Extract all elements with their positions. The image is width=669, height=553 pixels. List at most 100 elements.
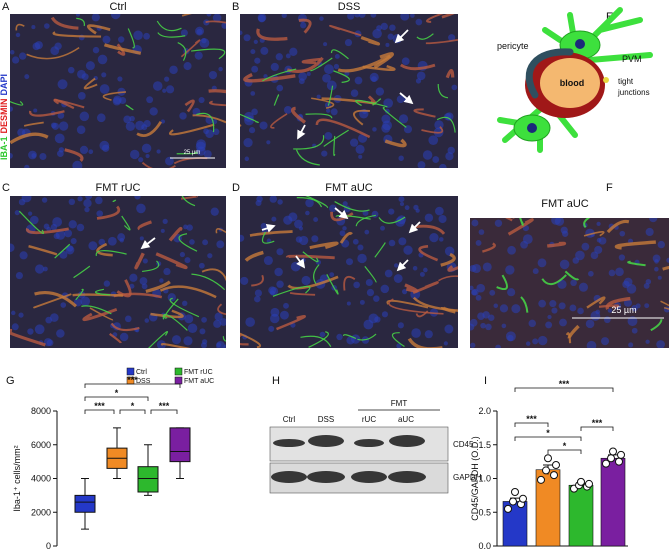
nucleus <box>482 262 492 272</box>
nucleus <box>470 318 478 327</box>
nucleus <box>485 323 492 331</box>
nucleus <box>537 258 547 268</box>
nucleus <box>410 14 415 18</box>
microglia <box>272 285 311 297</box>
vessel <box>29 110 65 117</box>
nucleus <box>30 215 39 225</box>
nucleus <box>435 206 444 216</box>
vessel <box>662 265 669 271</box>
nucleus <box>136 203 146 214</box>
nucleus <box>243 138 253 148</box>
panel-title: FMT rUC <box>95 182 140 194</box>
nucleus <box>21 196 32 203</box>
vessel <box>660 300 669 310</box>
nucleus <box>219 318 226 326</box>
arrows <box>140 29 421 272</box>
nucleus <box>79 111 90 122</box>
nucleus <box>322 73 331 83</box>
vessel <box>583 230 605 237</box>
nucleus <box>395 216 406 227</box>
nucleus <box>357 244 364 251</box>
nucleus <box>451 84 458 91</box>
nucleus <box>401 289 408 295</box>
nucleus <box>326 108 331 113</box>
data-point <box>544 454 552 463</box>
sig-bracket <box>547 449 582 454</box>
nucleus <box>470 342 476 348</box>
vessel <box>137 220 152 231</box>
microglia <box>10 100 24 106</box>
microglia <box>310 57 333 72</box>
data-point <box>617 450 625 459</box>
nucleus <box>163 267 171 276</box>
nucleus <box>371 210 379 218</box>
nucleus <box>164 76 170 82</box>
panel-letter: I <box>484 375 487 387</box>
nucleus <box>75 14 80 17</box>
nucleus <box>384 269 393 278</box>
nucleus <box>380 225 385 231</box>
nucleus <box>493 303 499 309</box>
microglia <box>327 85 334 107</box>
vessel <box>134 252 145 270</box>
vessel <box>441 14 455 19</box>
nucleus <box>134 196 141 200</box>
nucleus <box>538 299 547 308</box>
vessel <box>201 268 226 282</box>
nucleus <box>358 154 363 159</box>
data-point <box>577 477 585 486</box>
nucleus <box>336 333 343 341</box>
nucleus <box>622 280 630 289</box>
vessel <box>614 240 656 250</box>
vessel <box>15 23 25 31</box>
nucleus <box>494 219 503 227</box>
microglia <box>18 210 44 235</box>
nucleus <box>11 310 16 316</box>
y-tick-label: 2000 <box>31 507 51 517</box>
microglia <box>355 214 376 227</box>
nucleus <box>520 240 528 249</box>
diagram-label: tight <box>618 77 634 86</box>
nucleus <box>586 340 597 348</box>
nucleus <box>81 73 89 81</box>
nucleus <box>645 339 650 344</box>
nucleus <box>15 272 23 280</box>
nucleus <box>68 220 77 229</box>
nucleus <box>274 267 283 277</box>
microglia <box>583 218 590 229</box>
stain-label: IBA-1 DESMIN DAPI <box>0 74 9 160</box>
vessel <box>606 219 630 234</box>
nucleus <box>319 16 324 21</box>
microglia <box>333 135 336 157</box>
nucleus <box>298 72 307 81</box>
vessel <box>276 315 306 331</box>
stain: IBA-1 <box>0 136 9 160</box>
sig-bracket <box>150 409 178 414</box>
vessel <box>251 274 264 287</box>
nucleus <box>144 318 150 323</box>
legend-swatch <box>126 367 135 376</box>
nucleus <box>326 80 337 91</box>
nucleus <box>324 131 333 140</box>
micrograph <box>10 196 226 348</box>
legend-label: DSS <box>136 378 151 385</box>
nucleus <box>656 340 665 348</box>
vessel <box>400 63 436 71</box>
nucleus <box>554 218 565 226</box>
nucleus <box>203 150 212 159</box>
nucleus <box>260 46 269 55</box>
nucleus <box>635 303 641 309</box>
group-label: FMT <box>391 399 408 408</box>
nucleus <box>422 150 433 160</box>
nucleus <box>358 14 366 18</box>
nucleus <box>353 281 360 289</box>
nucleus <box>415 18 423 26</box>
nucleus <box>354 76 363 85</box>
nucleus <box>43 338 53 347</box>
micrograph <box>470 218 669 348</box>
nucleus <box>210 207 219 216</box>
nucleus <box>313 217 319 223</box>
nucleus <box>129 283 135 289</box>
nucleus <box>369 72 379 82</box>
vessel <box>360 35 380 46</box>
